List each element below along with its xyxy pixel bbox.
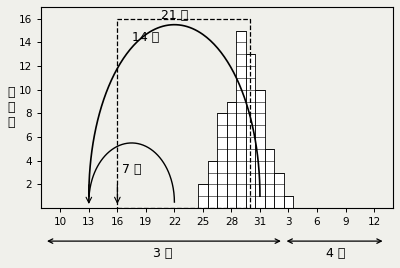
Bar xyxy=(208,161,217,208)
Bar xyxy=(227,102,236,208)
Text: 14 天: 14 天 xyxy=(132,31,159,44)
Text: 4 月: 4 月 xyxy=(326,247,346,260)
Bar xyxy=(198,184,208,208)
Text: 7 天: 7 天 xyxy=(122,163,141,176)
Bar xyxy=(284,196,293,208)
Y-axis label: 病
例
数: 病 例 数 xyxy=(7,86,14,129)
Bar xyxy=(265,149,274,208)
Bar xyxy=(217,113,227,208)
Text: 21 天: 21 天 xyxy=(161,9,188,22)
Bar xyxy=(117,19,250,208)
Bar xyxy=(255,90,265,208)
Bar xyxy=(246,54,255,208)
Bar xyxy=(274,173,284,208)
Bar xyxy=(236,31,246,208)
Text: 3 月: 3 月 xyxy=(153,247,172,260)
